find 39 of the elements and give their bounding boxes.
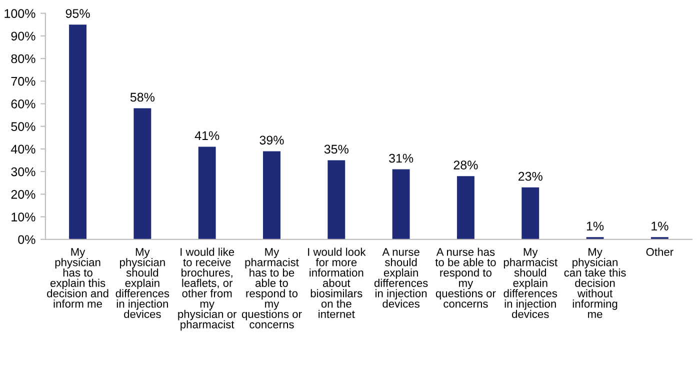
x-tick-label: A nurse has to be able to respond to my questions or concerns [435, 248, 496, 308]
x-tick-label: My pharmacist has to be able to respond to my questions or concerns [242, 248, 302, 328]
data-label: 1% [586, 222, 604, 230]
data-label: 23% [518, 172, 542, 181]
bar [198, 146, 216, 240]
bar [328, 160, 346, 240]
bar [392, 169, 410, 240]
bar [456, 176, 474, 240]
data-label: 28% [454, 160, 478, 170]
data-label: 39% [260, 136, 284, 145]
y-tick-label: 40% [10, 144, 36, 154]
y-tick-label: 20% [11, 190, 36, 199]
x-tick-label: My physician has to explain this decision and inform me [47, 248, 108, 308]
data-label: 58% [130, 92, 154, 102]
y-tick-label: 10% [12, 212, 36, 222]
x-tick-label: My physician should explain differences in injection devices [116, 248, 170, 318]
y-tick-label: 0% [18, 235, 36, 244]
data-label: 41% [194, 131, 220, 140]
x-tick-label: My physician can take this decision without informing me [564, 248, 626, 318]
x-tick-label: Other [646, 248, 674, 256]
data-label: 95% [66, 9, 90, 18]
bar [134, 108, 152, 240]
y-tick-label: 50% [11, 122, 36, 131]
data-label: 31% [389, 154, 414, 163]
bar [263, 151, 280, 240]
bar [69, 24, 86, 240]
y-tick-label: 70% [11, 76, 36, 86]
data-label: 35% [324, 144, 348, 154]
bar [522, 187, 540, 240]
y-tick-label: 80% [11, 54, 36, 64]
x-tick-label: I would like to receive brochures, leaflets, or other from my physician or pharmacist [178, 248, 237, 331]
data-label: 1% [652, 222, 668, 230]
x-tick-label: A nurse should explain differences in injection devices [374, 248, 428, 308]
y-tick-label: 30% [11, 167, 36, 176]
x-tick-label: I would look for more information about biosimilars on the internet [308, 248, 366, 318]
y-tick-label: 100% [4, 9, 36, 18]
x-tick-label: My pharmacist should explain differences in injection devices [504, 248, 558, 318]
y-tick-label: 90% [11, 32, 36, 41]
y-tick-label: 60% [11, 100, 36, 108]
